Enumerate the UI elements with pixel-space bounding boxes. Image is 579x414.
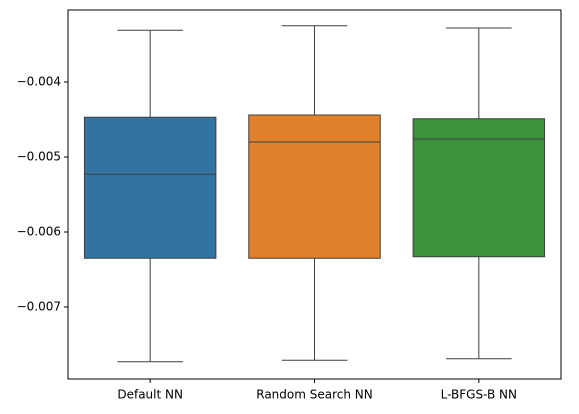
y-tick-label: −0.004	[17, 75, 61, 89]
box	[412, 118, 546, 258]
box	[83, 116, 217, 259]
box	[248, 114, 381, 259]
y-tick-label: −0.007	[17, 300, 61, 314]
x-tick-label: L-BFGS-B NN	[441, 388, 517, 402]
x-tick-label: Default NN	[117, 388, 183, 402]
x-tick-label: Random Search NN	[256, 388, 373, 402]
y-tick-label: −0.005	[17, 150, 61, 164]
y-tick-label: −0.006	[17, 225, 61, 239]
